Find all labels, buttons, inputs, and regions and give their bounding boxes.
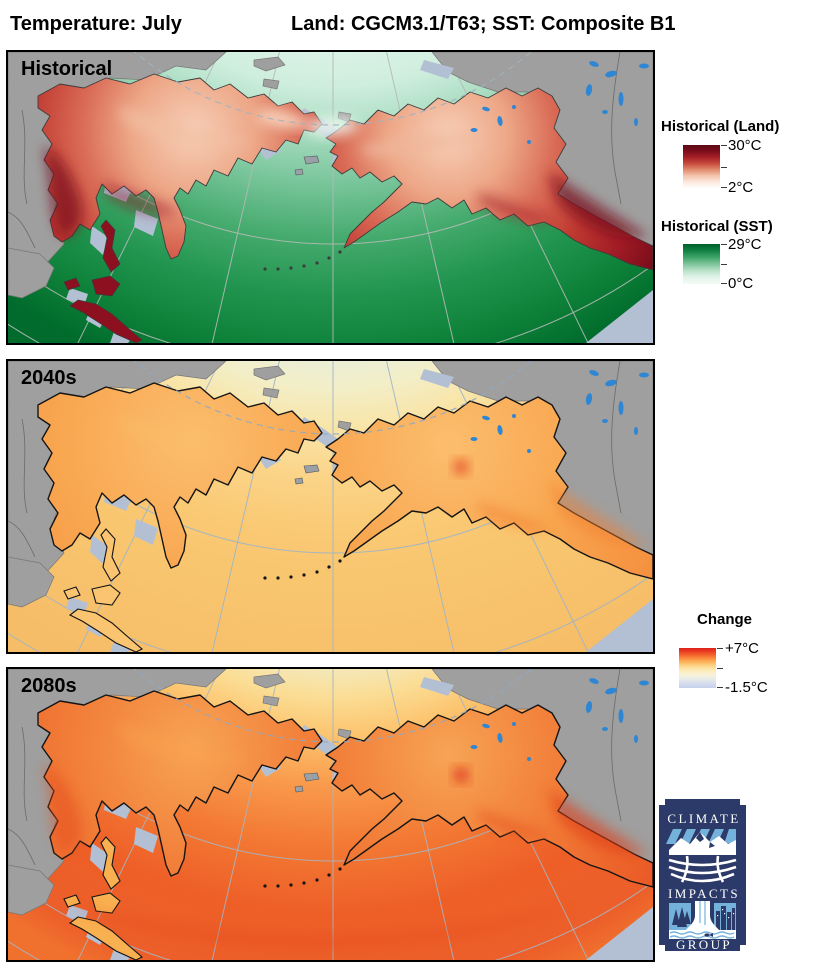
panel-label: 2040s [21,367,77,389]
figure-title-variable: Temperature: July [10,13,182,35]
legend-tick [717,668,723,669]
legend-tick [721,244,727,245]
legend-min-change: -1.5°C [725,679,768,696]
map-panel-2040s: 2040s [6,359,655,654]
legend-tick [721,145,727,146]
logo-word-impacts: IMPACTS [668,886,740,901]
panel-label: Historical [21,58,113,80]
legend-title-change: Change [697,611,753,628]
legend-tick [721,187,727,188]
legend-title-sst: Historical (SST) [661,218,773,235]
legend-max-change: +7°C [725,640,759,657]
map-panel-2080s: 2080s [6,667,655,962]
logo-fish-icon [704,933,710,937]
logo-waterfall [685,901,720,931]
legend-min-land: 2°C [728,179,754,196]
logo-water [669,930,736,939]
legend-ramp-change [679,648,723,688]
logo-trees-panel [669,903,691,930]
map-2040s [8,361,653,652]
map-2080s [8,669,653,960]
logo-word-climate: CLIMATE [667,811,740,826]
figure-title-models: Land: CGCM3.1/T63; SST: Composite B1 [291,13,676,35]
logo-fields [668,855,737,883]
legend-tick [721,283,727,284]
logo-city-panel [714,903,736,930]
climate-impacts-group-logo: CLIMATE IMPACTS [659,799,746,951]
legend-max-sst: 29°C [728,236,762,253]
legend-tick [717,687,723,688]
panel-label: 2080s [21,675,77,697]
legend-ramp-land [683,145,727,188]
map-panel-historical: Historical [6,50,655,345]
legend-tick [721,166,727,168]
legend-tick [721,264,727,265]
legend-min-sst: 0°C [728,275,754,292]
legend-tick [717,648,723,649]
legend-max-land: 30°C [728,137,762,154]
legend-title-land: Historical (Land) [661,118,780,135]
logo-word-group: GROUP [676,937,732,951]
legend-ramp-sst [683,244,727,284]
map-historical [8,52,653,343]
logo-mountain-scene [666,829,736,855]
